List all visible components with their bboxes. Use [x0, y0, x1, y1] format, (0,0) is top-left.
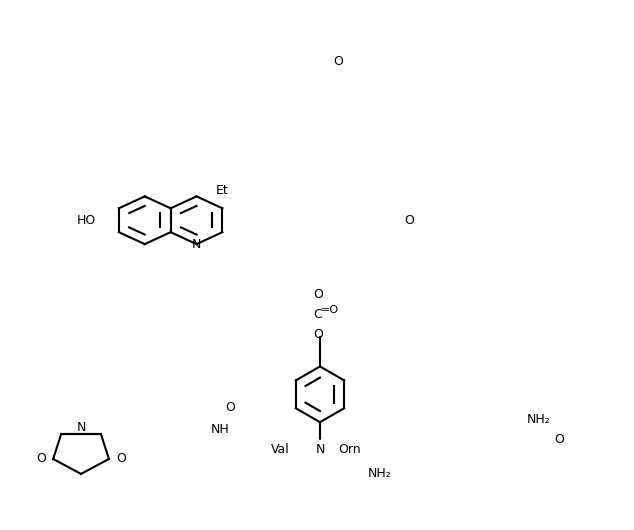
Text: O: O	[36, 453, 46, 465]
Text: O: O	[333, 55, 343, 67]
Text: N: N	[192, 237, 201, 251]
Text: NH₂: NH₂	[368, 467, 392, 480]
Text: O: O	[554, 432, 564, 446]
Text: O: O	[313, 288, 323, 302]
Text: O: O	[404, 214, 415, 227]
Text: Et: Et	[216, 184, 229, 197]
Text: Val: Val	[271, 443, 290, 455]
Text: O: O	[313, 328, 323, 341]
Text: N: N	[76, 421, 86, 434]
Text: NH: NH	[211, 422, 230, 436]
Text: =O: =O	[321, 305, 339, 315]
Text: Orn: Orn	[339, 443, 361, 455]
Text: N: N	[315, 443, 325, 455]
Text: O: O	[116, 453, 126, 465]
Text: C: C	[314, 308, 322, 321]
Text: O: O	[226, 401, 235, 414]
Text: HO: HO	[77, 214, 96, 227]
Text: NH₂: NH₂	[527, 413, 551, 426]
